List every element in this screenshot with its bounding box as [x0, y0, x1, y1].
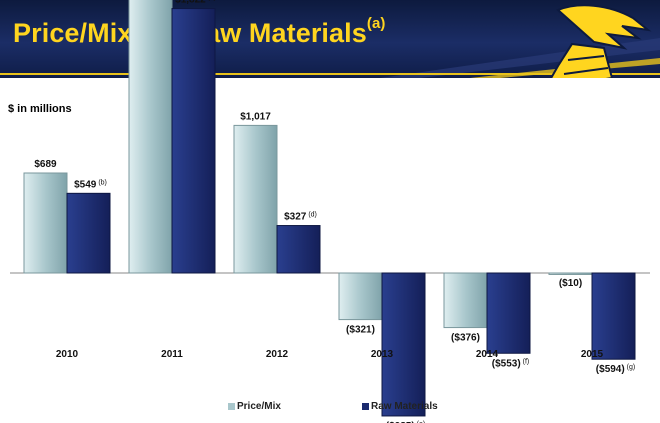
legend-item-raw-materials: Raw Materials	[362, 401, 438, 412]
legend-label-price-mix: Price/Mix	[237, 401, 281, 412]
bar-raw-materials-2013	[381, 272, 426, 417]
bar-price-mix-2010	[23, 172, 68, 274]
x-tick-label-2015: 2015	[581, 349, 604, 360]
x-tick-label-2012: 2012	[266, 349, 289, 360]
legend-item-price-mix: Price/Mix	[228, 401, 281, 412]
data-label-price-mix-2013: ($321)	[346, 325, 375, 336]
data-label-price-mix-2014: ($376)	[451, 333, 480, 344]
winged-foot-logo-icon	[549, 4, 652, 78]
legend-swatch-price-mix	[228, 403, 235, 410]
title-footnote: (a)	[366, 15, 386, 32]
data-label-raw-materials-2013: ($985) (e)	[386, 421, 425, 423]
bar-raw-materials-2010	[66, 192, 111, 274]
x-tick-label-2011: 2011	[161, 349, 183, 360]
data-label-raw-materials-2012: $327 (d)	[284, 212, 317, 223]
bar-price-mix-2011	[128, 0, 173, 274]
bar-raw-materials-2012	[276, 225, 321, 274]
bar-raw-materials-2011	[171, 8, 216, 274]
bar-price-mix-2012	[233, 124, 278, 274]
units-label: $ in millions	[8, 103, 72, 115]
legend-label-raw-materials: Raw Materials	[371, 401, 438, 412]
bar-price-mix-2015	[548, 272, 593, 275]
bar-price-mix-2013	[338, 272, 383, 321]
data-label-raw-materials-2011: $1,822 (c)	[175, 0, 216, 6]
x-tick-label-2013: 2013	[371, 349, 394, 360]
data-label-price-mix-2015: ($10)	[559, 278, 582, 289]
bar-price-mix-2014	[443, 272, 488, 329]
data-label-price-mix-2012: $1,017	[240, 111, 271, 122]
x-tick-label-2010: 2010	[56, 349, 79, 360]
data-label-raw-materials-2015: ($594) (g)	[596, 364, 635, 375]
data-label-raw-materials-2014: ($553) (f)	[492, 358, 529, 369]
bar-raw-materials-2015	[591, 272, 636, 360]
legend-swatch-raw-materials	[362, 403, 369, 410]
chart-legend: Price/Mix Raw Materials	[0, 401, 660, 417]
header-banner: Price/Mix vs. Raw Materials(a)	[0, 0, 660, 78]
data-label-raw-materials-2010: $549 (b)	[74, 179, 107, 190]
bar-raw-materials-2014	[486, 272, 531, 354]
x-tick-label-2014: 2014	[476, 349, 499, 360]
data-label-price-mix-2010: $689	[34, 159, 57, 170]
